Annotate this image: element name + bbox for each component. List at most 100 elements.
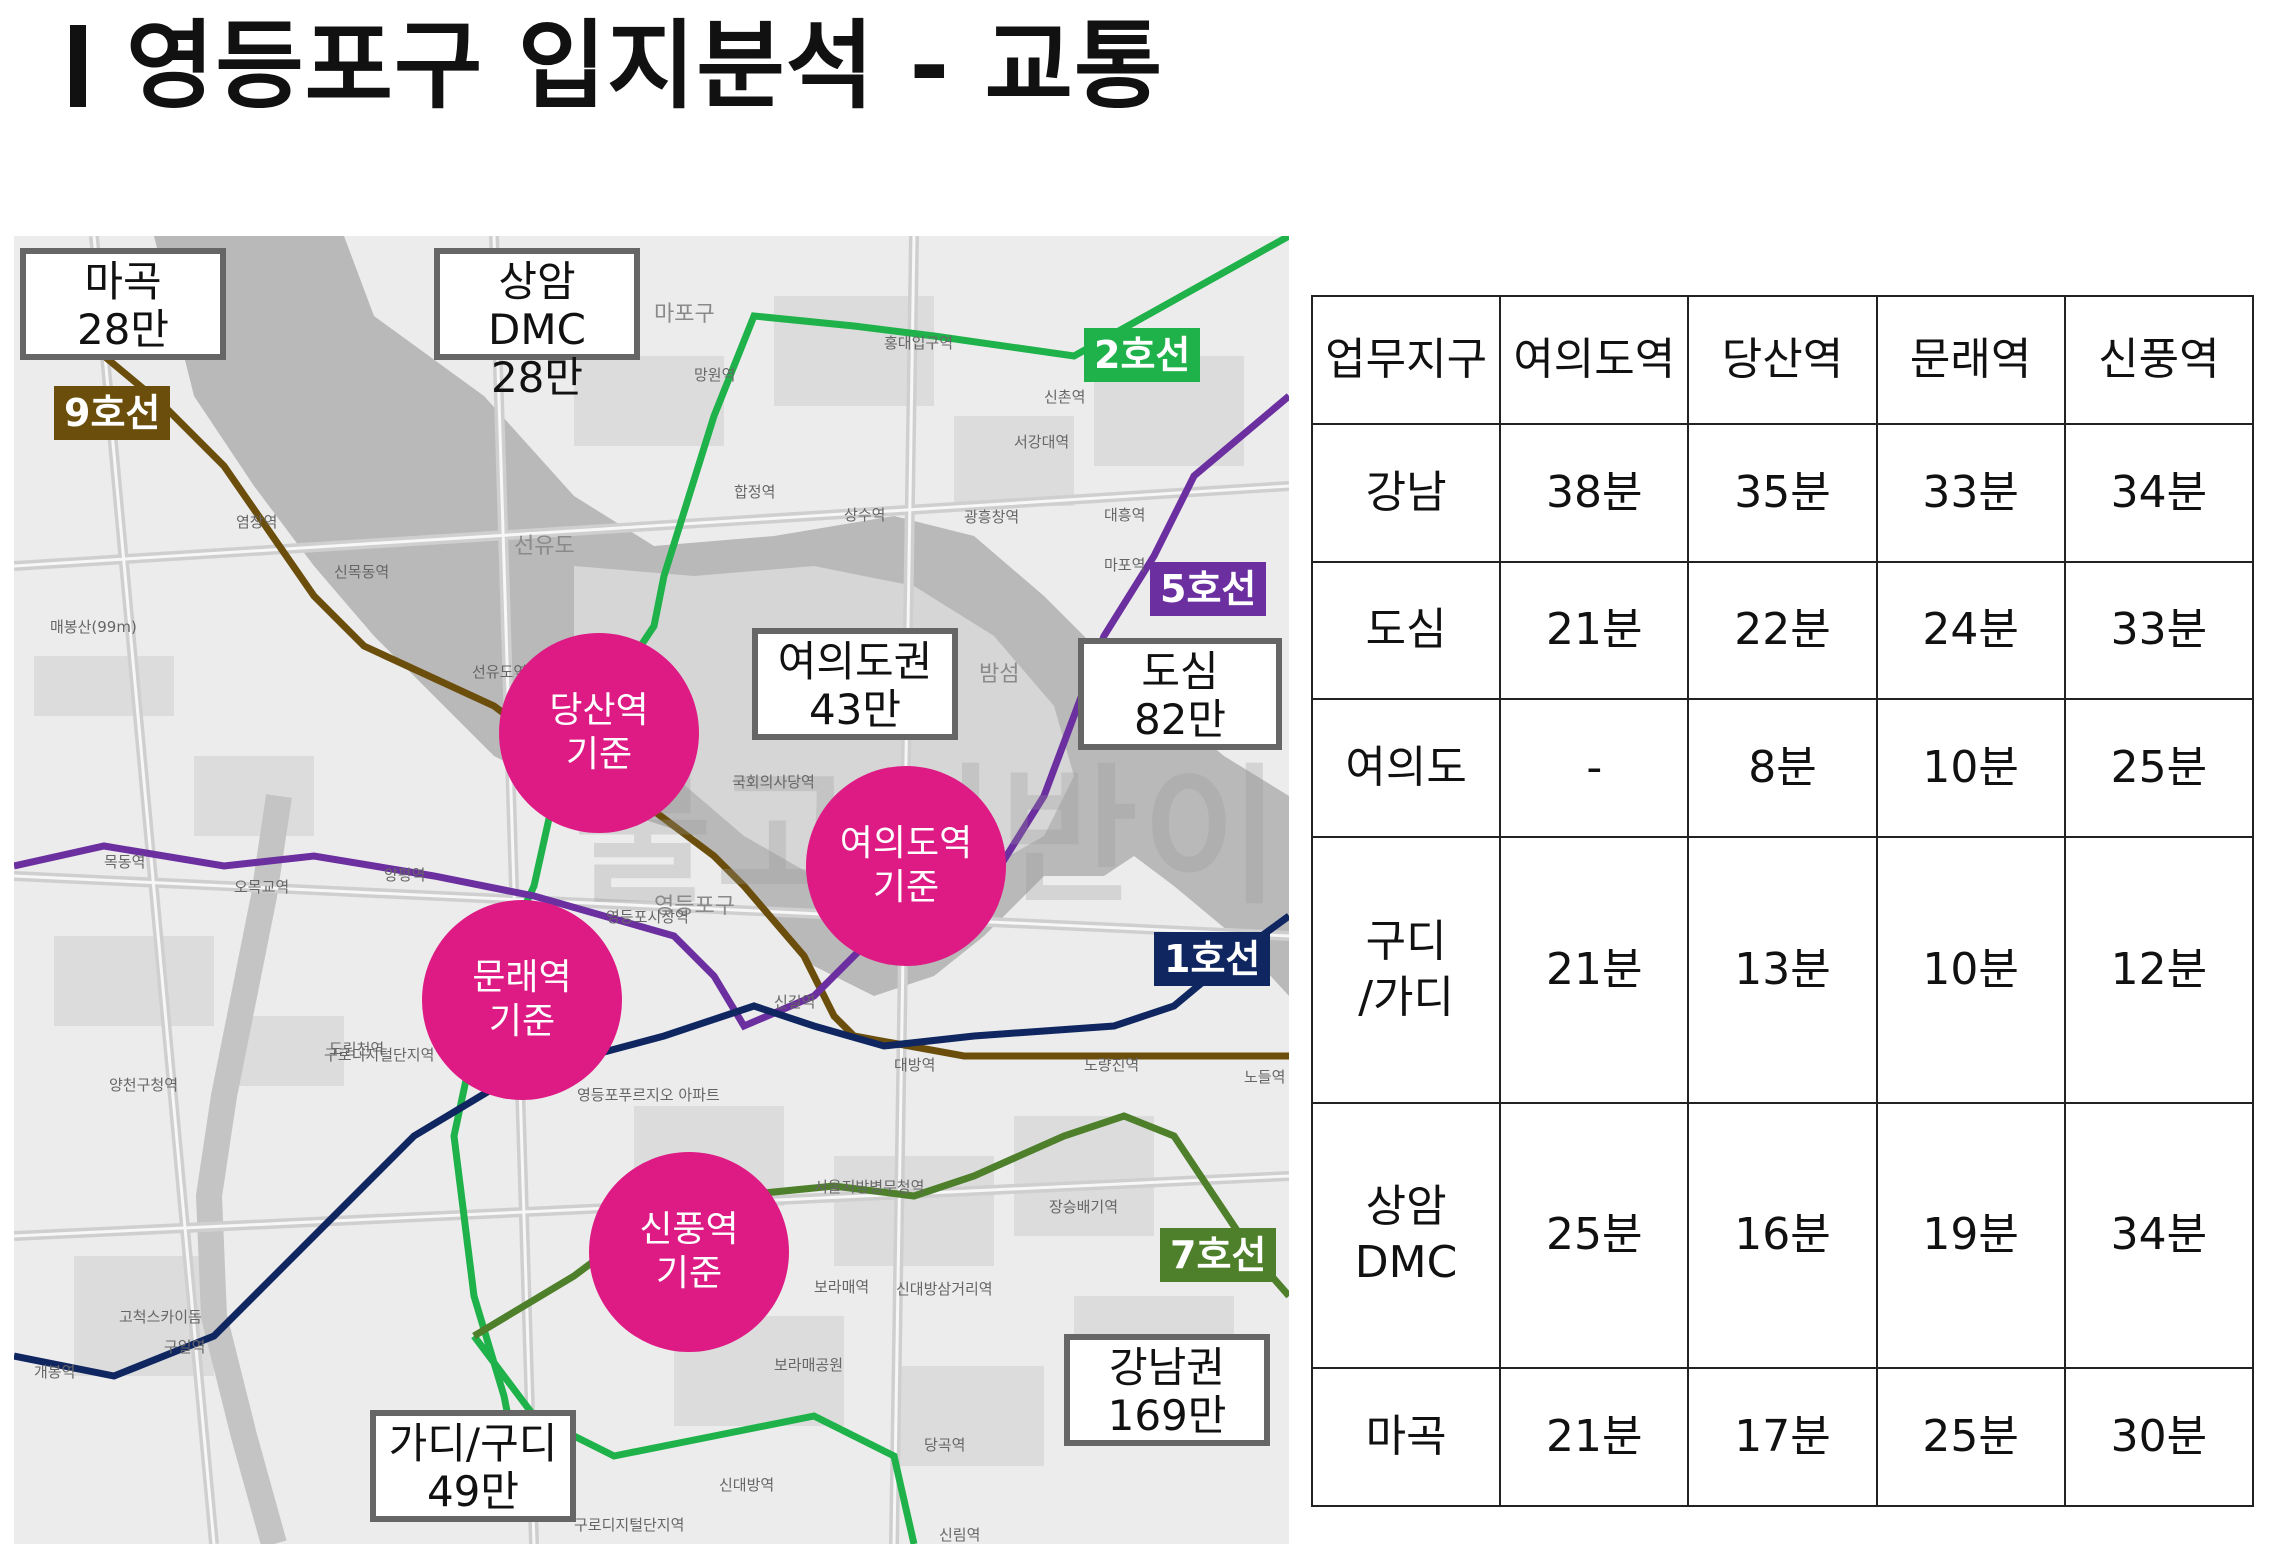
place-label: 상수역 bbox=[844, 506, 886, 524]
place-label: 장승배기역 bbox=[1049, 1198, 1119, 1216]
region-name: 상암DMC bbox=[488, 257, 586, 354]
line-1-tag: 1호선 bbox=[1154, 932, 1271, 986]
table-row: 여의도 - 8분 10분 25분 bbox=[1310, 698, 2255, 838]
table-row: 마곡 21분 17분 25분 30분 bbox=[1310, 1367, 2255, 1507]
place-label: 구로디지털단지역 bbox=[324, 1046, 435, 1064]
place-label: 개봉역 bbox=[34, 1363, 76, 1381]
region-name: 여의도권 bbox=[777, 637, 933, 686]
row-label: 여의도 bbox=[1310, 698, 1502, 838]
station-sub: 기준 bbox=[872, 867, 940, 908]
table-cell: 33분 bbox=[2063, 560, 2255, 701]
row-label: 강남 bbox=[1310, 423, 1502, 563]
place-label: 양천구청역 bbox=[109, 1076, 179, 1094]
place-label: 서강대역 bbox=[1014, 433, 1070, 451]
commute-time-table: 업무지구 여의도역 당산역 문래역 신풍역 강남 38분 35분 33분 34분… bbox=[1310, 295, 2255, 1507]
place-label: 양평역 bbox=[384, 866, 426, 884]
region-name: 마곡 bbox=[84, 257, 162, 306]
table-cell: 13분 bbox=[1687, 835, 1878, 1104]
place-label: 신림역 bbox=[939, 1526, 981, 1544]
table-row: 강남 38분 35분 33분 34분 bbox=[1310, 423, 2255, 563]
table-cell: 12분 bbox=[2063, 835, 2255, 1104]
table-cell: 16분 bbox=[1687, 1101, 1878, 1370]
region-population: 169만 bbox=[1107, 1391, 1227, 1440]
place-label: 신길역 bbox=[774, 993, 816, 1011]
region-callout-yeouido: 여의도권 43만 bbox=[752, 628, 958, 740]
table-cell: - bbox=[1499, 698, 1690, 838]
place-label: 대흥역 bbox=[1104, 506, 1146, 524]
place-label: 노들역 bbox=[1244, 1068, 1286, 1086]
region-callout-downtown: 도심 82만 bbox=[1078, 638, 1282, 750]
table-cell: 21분 bbox=[1499, 835, 1690, 1104]
column-header: 신풍역 bbox=[2063, 295, 2255, 425]
island-label: 밤섬 bbox=[979, 662, 1020, 687]
table-cell: 21분 bbox=[1499, 1367, 1690, 1507]
table-header-row: 업무지구 여의도역 당산역 문래역 신풍역 bbox=[1310, 295, 2255, 425]
column-header: 문래역 bbox=[1875, 295, 2066, 425]
district-label: 마포구 bbox=[654, 302, 715, 327]
table-cell: 17분 bbox=[1687, 1367, 1878, 1507]
place-label: 영등포푸르지오 아파트 bbox=[577, 1086, 720, 1104]
table-cell: 24분 bbox=[1875, 560, 2066, 701]
table-row: 상암 DMC 25분 16분 19분 34분 bbox=[1310, 1101, 2255, 1370]
region-callout-gadi-gudi: 가디/구디 49만 bbox=[370, 1410, 576, 1522]
region-callout-sangam: 상암DMC 28만 bbox=[434, 248, 640, 402]
station-sub: 기준 bbox=[488, 1001, 556, 1042]
line-9-tag: 9호선 bbox=[54, 386, 171, 440]
place-label: 염창역 bbox=[236, 513, 278, 531]
station-marker-mullae: 문래역 기준 bbox=[422, 900, 622, 1100]
column-header: 당산역 bbox=[1687, 295, 1878, 425]
row-label: 도심 bbox=[1310, 560, 1502, 701]
place-label: 보라매공원 bbox=[774, 1356, 844, 1374]
station-sub: 기준 bbox=[655, 1253, 723, 1294]
region-population: 49만 bbox=[426, 1467, 520, 1516]
place-label: 합정역 bbox=[734, 483, 776, 501]
place-label: 영등포시장역 bbox=[606, 908, 689, 926]
table-cell: 8분 bbox=[1687, 698, 1878, 838]
place-label: 신대방삼거리역 bbox=[896, 1280, 993, 1298]
table-cell: 35분 bbox=[1687, 423, 1878, 563]
region-callout-gangnam: 강남권 169만 bbox=[1064, 1334, 1270, 1446]
island-label: 선유도 bbox=[514, 534, 575, 559]
place-label: 광흥창역 bbox=[964, 508, 1020, 526]
table-cell: 25분 bbox=[1499, 1101, 1690, 1370]
table-row: 도심 21분 22분 24분 33분 bbox=[1310, 560, 2255, 701]
place-label: 대방역 bbox=[894, 1056, 936, 1074]
station-name: 여의도역 bbox=[839, 823, 973, 864]
row-label: 상암 DMC bbox=[1310, 1101, 1502, 1370]
table-cell: 21분 bbox=[1499, 560, 1690, 701]
place-label: 신촌역 bbox=[1044, 388, 1086, 406]
region-name: 도심 bbox=[1141, 647, 1219, 696]
table-cell: 19분 bbox=[1875, 1101, 2066, 1370]
table-row: 구디 /가디 21분 13분 10분 12분 bbox=[1310, 835, 2255, 1104]
table-cell: 30분 bbox=[2063, 1367, 2255, 1507]
place-label: 서울지방병무청역 bbox=[814, 1178, 925, 1196]
region-name: 가디/구디 bbox=[388, 1419, 558, 1468]
table-cell: 25분 bbox=[1875, 1367, 2066, 1507]
table-cell: 10분 bbox=[1875, 698, 2066, 838]
station-marker-sinpung: 신풍역 기준 bbox=[589, 1152, 789, 1352]
title-bar bbox=[70, 24, 86, 107]
page-title-text: 영등포구 입지분석 - 교통 bbox=[126, 10, 1164, 122]
district-label: 영등포구 bbox=[654, 894, 735, 919]
table-cell: 33분 bbox=[1875, 423, 2066, 563]
place-label: 보라매역 bbox=[814, 1278, 870, 1296]
line-5-tag: 5호선 bbox=[1150, 562, 1267, 616]
row-label: 마곡 bbox=[1310, 1367, 1502, 1507]
region-population: 43만 bbox=[808, 685, 902, 734]
place-label: 노량진역 bbox=[1084, 1056, 1140, 1074]
station-sub: 기준 bbox=[565, 734, 633, 775]
transit-map: 물고기반이부자들 마포구 영등포구 밤섬 선유도 염창역 신목동역 목동역 오목… bbox=[14, 236, 1289, 1544]
station-marker-yeouido: 여의도역 기준 bbox=[806, 766, 1006, 966]
place-label: 신목동역 bbox=[334, 563, 390, 581]
station-name: 당산역 bbox=[549, 690, 649, 731]
page-title: 영등포구 입지분석 - 교통 bbox=[70, 6, 1163, 126]
region-population: 82만 bbox=[1133, 695, 1227, 744]
place-label: 구로디지털단지역 bbox=[574, 1516, 685, 1534]
place-label: 오목교역 bbox=[234, 878, 290, 896]
table-cell: 38분 bbox=[1499, 423, 1690, 563]
table-cell: 22분 bbox=[1687, 560, 1878, 701]
place-label: 도림천역 bbox=[329, 1040, 385, 1058]
place-label: 선유도역 bbox=[472, 663, 528, 681]
place-label: 홍대입구역 bbox=[884, 334, 954, 352]
place-label: 당곡역 bbox=[924, 1436, 966, 1454]
